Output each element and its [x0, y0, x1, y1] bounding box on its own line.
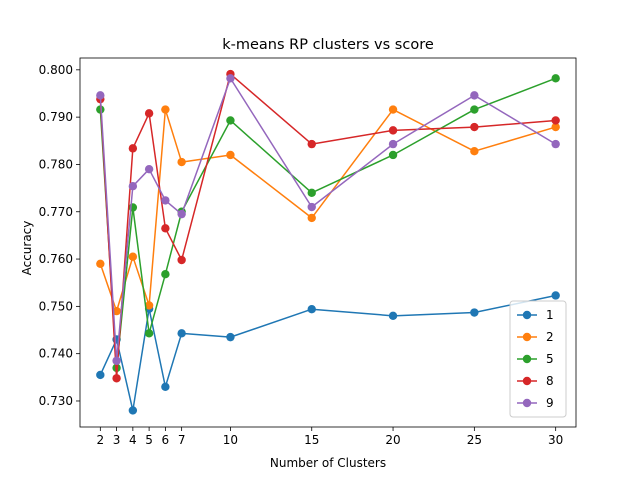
x-tick-label-20: 20	[385, 433, 400, 447]
legend-label-8: 8	[546, 374, 554, 388]
data-point-2-3	[112, 306, 121, 316]
legend-marker-2	[522, 332, 532, 342]
data-point-5-6	[161, 269, 170, 279]
data-point-2-30	[551, 122, 560, 132]
y-tick-label-0.780: 0.780	[39, 157, 73, 171]
x-tick-label-2: 2	[97, 433, 105, 447]
data-point-9-7	[177, 209, 186, 219]
y-tick-label-0.760: 0.760	[39, 252, 73, 266]
data-point-9-25	[470, 91, 479, 100]
x-tick-label-4: 4	[129, 433, 137, 447]
data-point-2-5	[144, 301, 154, 310]
data-point-8-7	[177, 255, 186, 265]
data-point-9-4	[128, 182, 138, 191]
y-tick-label-0.800: 0.800	[39, 63, 73, 77]
data-point-5-30	[551, 74, 560, 83]
data-point-2-25	[470, 146, 479, 156]
x-tick-label-15: 15	[304, 433, 319, 447]
data-point-2-4	[128, 252, 138, 261]
y-axis-label: Accuracy	[20, 221, 34, 276]
data-point-1-4	[128, 406, 138, 415]
y-tick-label-0.770: 0.770	[39, 205, 73, 219]
legend-label-2: 2	[546, 330, 554, 344]
data-point-9-30	[551, 139, 560, 149]
legend-label-1: 1	[546, 308, 554, 322]
data-point-9-10	[226, 74, 235, 83]
data-point-2-6	[161, 105, 170, 114]
y-tick-label-0.750: 0.750	[39, 299, 73, 313]
y-tick-label-0.730: 0.730	[39, 394, 73, 408]
data-point-2-2	[96, 259, 105, 268]
x-tick-label-10: 10	[223, 433, 238, 447]
x-axis-label: Number of Clusters	[270, 456, 386, 470]
y-tick-label-0.740: 0.740	[39, 347, 73, 361]
data-point-8-20	[388, 126, 398, 135]
x-tick-label-5: 5	[145, 433, 153, 447]
data-point-2-20	[388, 105, 398, 114]
x-tick-label-6: 6	[162, 433, 170, 447]
data-point-9-15	[307, 202, 316, 212]
data-point-9-5	[144, 164, 154, 174]
data-point-8-4	[128, 144, 138, 153]
legend-marker-5	[522, 354, 532, 364]
data-point-1-15	[307, 305, 316, 314]
chart-title: k-means RP clusters vs score	[222, 37, 434, 53]
axes-frame	[79, 57, 577, 428]
legend-marker-9	[522, 398, 532, 408]
data-point-8-5	[144, 109, 154, 118]
data-point-2-10	[226, 150, 235, 160]
data-point-5-15	[307, 188, 316, 198]
y-tick-label-0.790: 0.790	[39, 110, 73, 124]
data-point-9-2	[96, 91, 105, 100]
data-point-5-25	[470, 105, 479, 114]
data-point-8-30	[551, 116, 560, 125]
x-tick-label-25: 25	[467, 433, 482, 447]
data-point-2-15	[307, 213, 316, 223]
data-point-1-10	[226, 332, 235, 342]
data-point-9-20	[388, 139, 398, 149]
data-point-1-2	[96, 370, 105, 380]
legend-label-9: 9	[546, 396, 554, 410]
legend-marker-8	[522, 376, 532, 386]
data-point-5-20	[388, 150, 398, 160]
legend-marker-1	[522, 310, 532, 320]
legend-box	[509, 300, 567, 418]
x-tick-label-30: 30	[548, 433, 563, 447]
data-point-8-25	[470, 122, 479, 132]
x-tick-label-7: 7	[178, 433, 186, 447]
data-point-1-6	[161, 382, 170, 391]
x-tick-label-3: 3	[113, 433, 121, 447]
data-point-1-25	[470, 308, 479, 317]
data-point-1-7	[177, 329, 186, 338]
data-point-1-30	[551, 291, 560, 300]
plot-area: 2 3 4 5 6 7 10 15 20 25 300.7300.7400.7500.7600.77…	[39, 57, 577, 447]
data-point-2-7	[177, 157, 186, 167]
data-point-8-3	[112, 374, 121, 383]
data-point-1-20	[388, 311, 398, 321]
data-point-8-15	[307, 139, 316, 149]
legend: 1 2 5 8 9	[509, 300, 567, 418]
data-point-9-6	[161, 196, 170, 205]
data-point-9-3	[112, 356, 121, 365]
data-point-5-10	[226, 116, 235, 125]
legend-label-5: 5	[546, 352, 554, 366]
data-point-8-6	[161, 224, 170, 233]
data-point-5-5	[144, 329, 154, 338]
